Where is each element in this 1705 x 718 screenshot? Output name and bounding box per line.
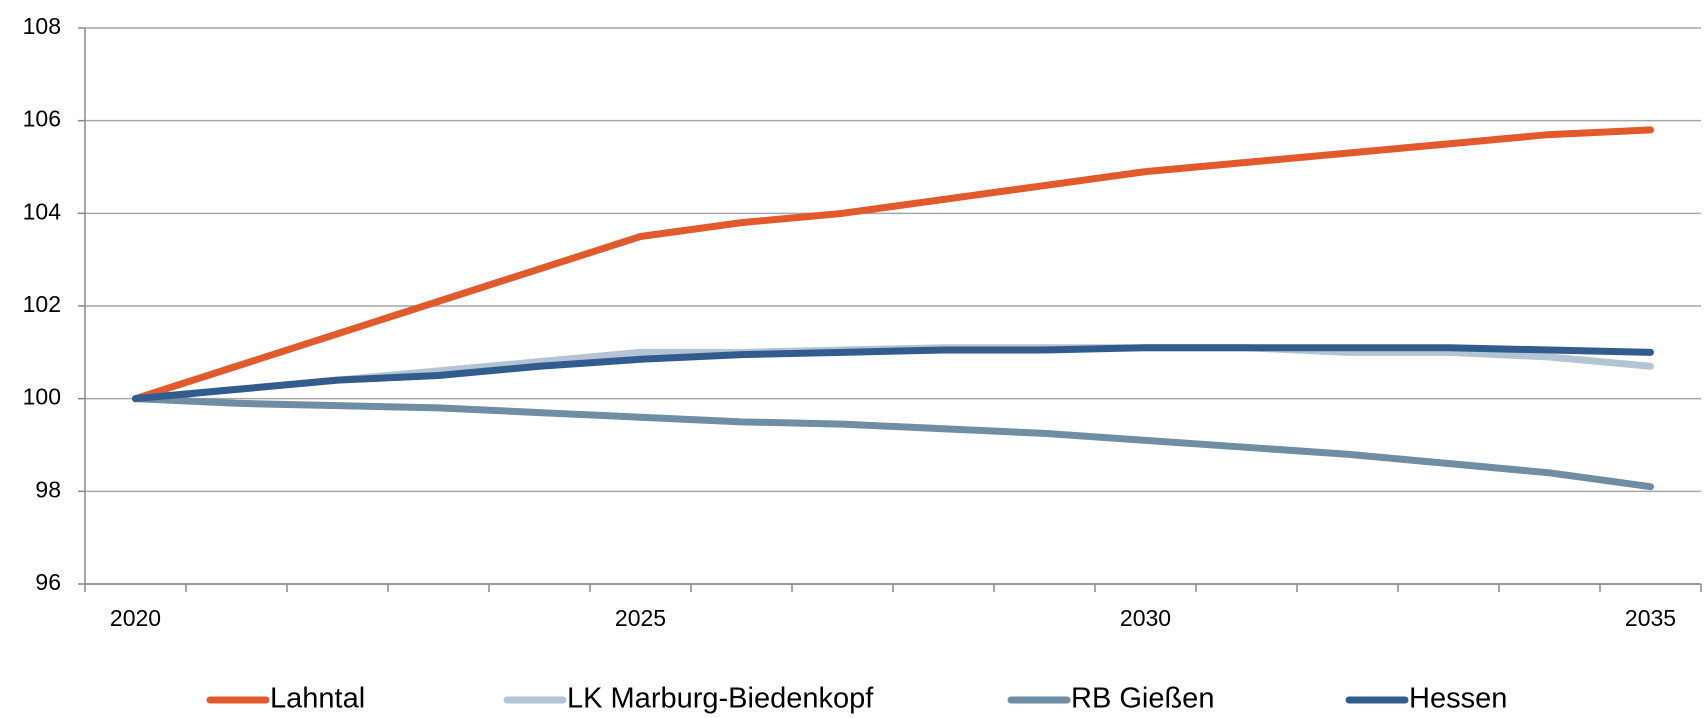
line-series — [132, 395, 1654, 491]
y-tick-label: 100 — [23, 384, 61, 410]
line-series — [132, 344, 1654, 403]
line-series — [132, 126, 1654, 403]
x-tick-label: 2020 — [110, 605, 161, 631]
x-tick-label: 2030 — [1120, 605, 1171, 631]
y-tick-label: 104 — [23, 198, 62, 224]
y-tick-label: 98 — [35, 476, 61, 502]
legend-label: LK Marburg-Biedenkopf — [567, 683, 874, 715]
legend-label: RB Gießen — [1071, 683, 1214, 715]
line-series — [132, 344, 1654, 403]
y-tick-label: 96 — [35, 569, 61, 595]
legend-label: Hessen — [1409, 683, 1507, 715]
y-tick-label: 106 — [23, 106, 61, 132]
y-tick-label: 102 — [23, 291, 61, 317]
legend-label: Lahntal — [270, 683, 365, 715]
x-tick-label: 2035 — [1625, 605, 1676, 631]
x-tick-label: 2025 — [615, 605, 666, 631]
y-tick-label: 108 — [23, 13, 61, 39]
